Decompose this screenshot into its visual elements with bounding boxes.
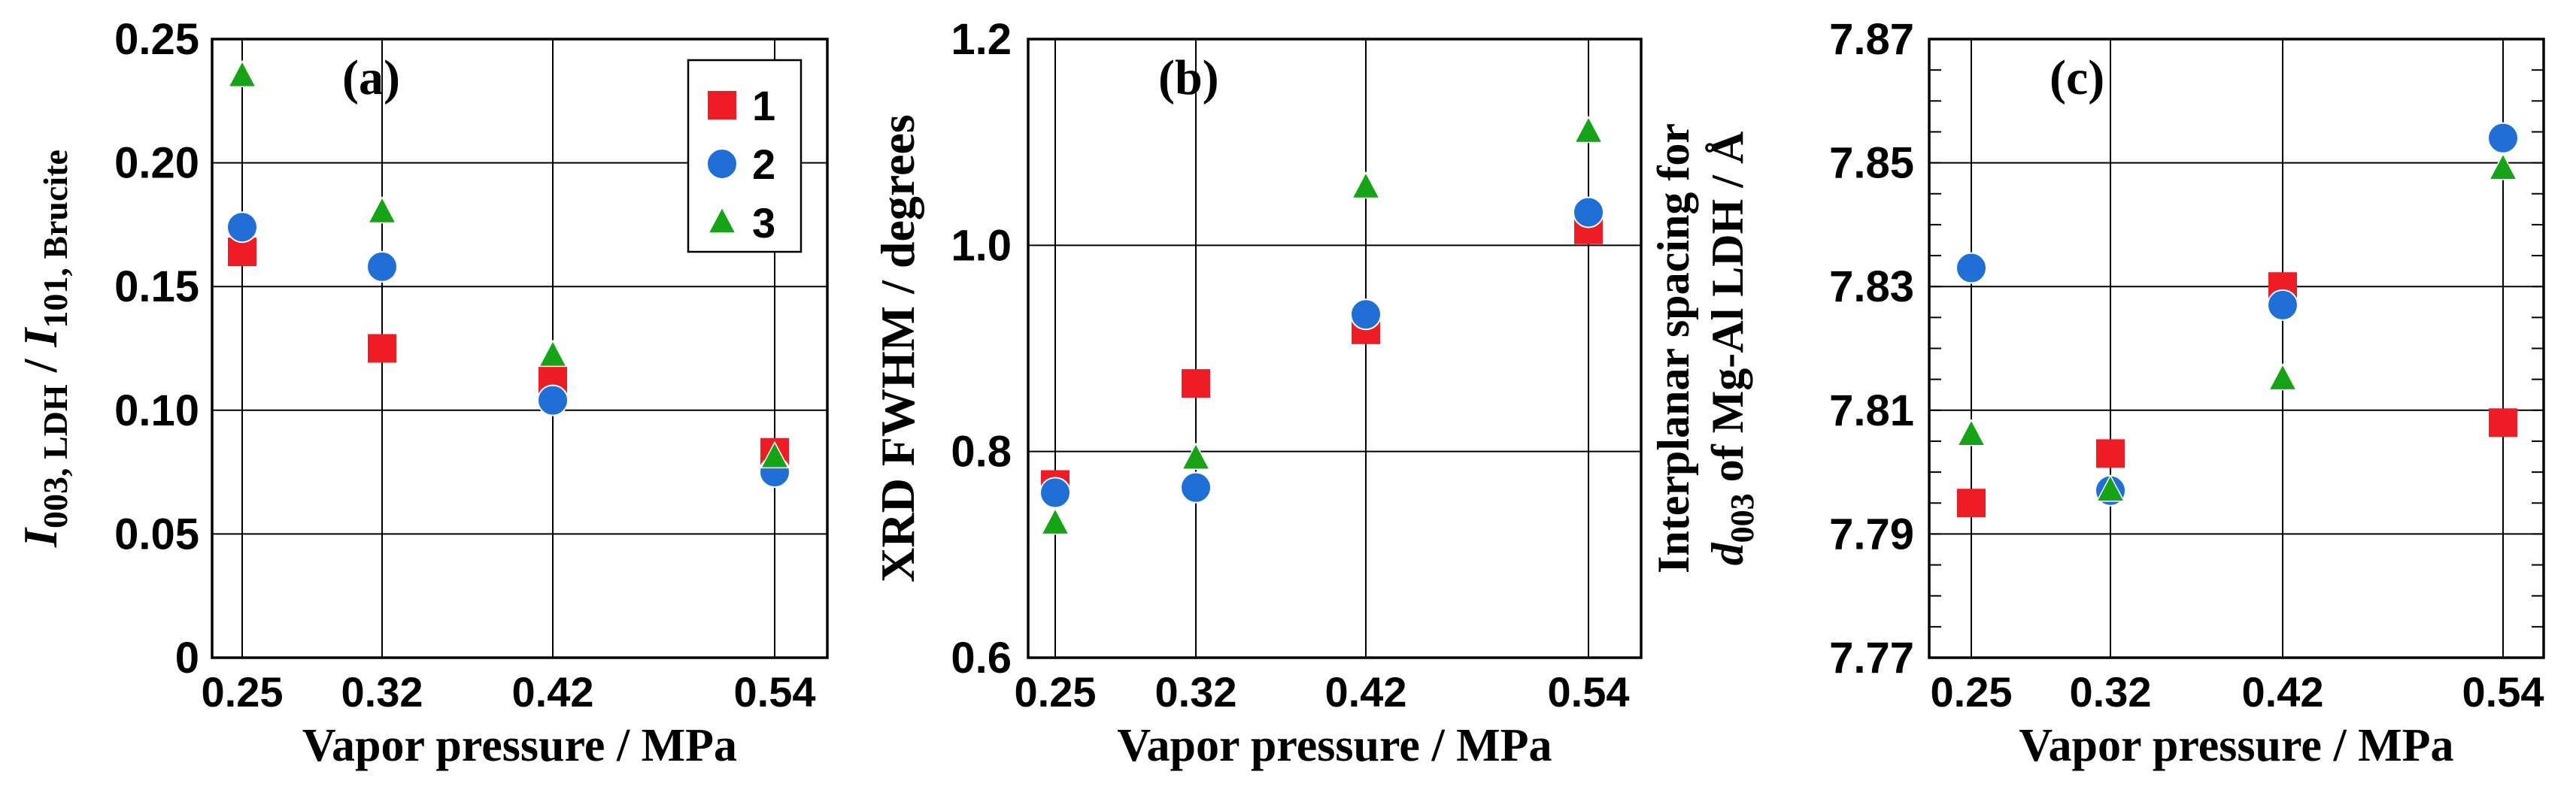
y-title-I2: I: [14, 327, 67, 348]
point-series1-0.54: [2489, 408, 2517, 437]
legend-label-1: 1: [752, 82, 775, 129]
point-series2-0.25: [1956, 252, 1987, 284]
x-tick-label: 0.54: [734, 668, 816, 716]
y-title-I: I: [14, 527, 67, 548]
y-tick-label: 1.0: [951, 221, 1012, 270]
point-series3-0.25: [1040, 507, 1070, 535]
x-axis-title: Vapor pressure / MPa: [302, 720, 737, 771]
plot-frame: [1928, 38, 2545, 659]
point-series3-0.42: [2268, 363, 2298, 391]
point-series3-0.25: [227, 59, 257, 88]
x-tick-label: 0.25: [1015, 668, 1097, 716]
point-series3-0.32: [367, 195, 397, 224]
legend-marker-3: [707, 206, 737, 234]
panel-a: 0 0.05 0.10 0.15 0.20 0.25 0.25 0.32 0.42 0.54Vap…: [14, 15, 829, 771]
legend-label-2: 2: [752, 141, 775, 188]
x-tick-label: 0.25: [1931, 668, 2013, 716]
point-series1-0.32: [368, 334, 396, 363]
point-series3-0.42: [1351, 171, 1381, 199]
y-title-d: d: [1703, 542, 1752, 565]
point-series3-0.32: [2095, 474, 2125, 502]
y-tick-label: 0.10: [114, 386, 199, 435]
point-series1-0.32: [2096, 439, 2125, 468]
point-series2-0.42: [537, 384, 569, 416]
plot-frame: [211, 38, 829, 659]
y-axis-title: XRD FWHM / degrees: [871, 114, 924, 583]
x-axis-title: Vapor pressure / MPa: [2019, 720, 2453, 771]
y-tick-label: 7.81: [1829, 386, 1914, 435]
y-tick-label: 7.79: [1829, 510, 1914, 558]
x-tick-label: 0.25: [202, 668, 284, 716]
panel-c: 7.77 7.79 7.81 7.83 7.85 7.87 0.25 0.32 0.42 0.54…: [1649, 15, 2545, 771]
y-tick-label: 0.20: [114, 139, 199, 188]
point-series1-0.25: [1957, 489, 1986, 518]
x-tick-label: 0.32: [2070, 668, 2152, 716]
y-axis-title-line1: Interplanar spacing for: [1649, 123, 1698, 574]
point-series2-0.42: [2267, 289, 2298, 321]
point-series2-0.25: [226, 211, 258, 244]
y-tick-label: 7.77: [1829, 634, 1914, 683]
legend-box: [687, 59, 803, 253]
y-tick-label: 0.25: [114, 15, 199, 64]
panel-label: (a): [342, 50, 400, 105]
y-title-sub1: 003, LDH: [36, 384, 74, 528]
y-tick-label: 0.8: [951, 428, 1012, 477]
point-series3-0.42: [538, 339, 568, 368]
point-series3-0.25: [1956, 419, 1986, 446]
plot-frame: [1027, 38, 1643, 659]
y-title-unit: Å: [1703, 132, 1752, 164]
point-series2-0.32: [366, 250, 398, 283]
x-tick-label: 0.32: [341, 668, 423, 716]
y-axis-title-line2: d003 of Mg-Al LDH / Å: [1703, 132, 1761, 566]
point-series3-0.32: [1181, 442, 1211, 471]
legend-label-3: 3: [752, 199, 775, 247]
y-tick-label: 0: [175, 634, 199, 683]
legend-marker-1: [708, 91, 736, 120]
y-tick-label: 0.05: [114, 510, 199, 558]
y-axis-title: I003, LDH / I101, Brucite: [14, 150, 74, 548]
legend-marker-2: [706, 148, 738, 180]
x-tick-label: 0.54: [1548, 668, 1630, 716]
x-tick-label: 0.54: [2462, 668, 2544, 716]
point-series3-0.54: [1573, 115, 1604, 144]
point-series2-0.42: [1350, 298, 1382, 331]
y-tick-label: 7.83: [1829, 262, 1914, 311]
x-tick-label: 0.42: [1325, 668, 1407, 716]
y-tick-label: 0.6: [951, 634, 1012, 683]
point-series1-0.32: [1182, 369, 1210, 398]
x-tick-label: 0.42: [512, 668, 594, 716]
point-series2-0.54: [1573, 196, 1604, 229]
legend: 1 2 3: [687, 59, 803, 253]
point-series3-0.54: [2488, 153, 2518, 180]
x-tick-label: 0.42: [2242, 668, 2324, 716]
panel-label: (c): [2050, 50, 2104, 105]
y-title-rest: of Mg-Al LDH /: [1703, 164, 1752, 493]
panel-label: (b): [1158, 50, 1219, 105]
x-axis-title: Vapor pressure / MPa: [1117, 720, 1552, 771]
y-title-sub: 003: [1724, 493, 1761, 543]
y-tick-label: 1.2: [951, 15, 1012, 64]
point-series2-0.25: [1039, 477, 1071, 509]
y-title-slash: /: [14, 347, 67, 385]
y-tick-label: 0.15: [114, 262, 199, 311]
y-tick-label: 7.87: [1829, 15, 1914, 64]
point-series2-0.54: [2487, 122, 2519, 154]
x-tick-label: 0.32: [1155, 668, 1237, 716]
y-title-sub2: 101, Brucite: [36, 150, 74, 328]
point-series2-0.32: [1180, 471, 1212, 504]
point-series3-0.54: [760, 440, 790, 469]
y-tick-label: 7.85: [1829, 139, 1914, 188]
